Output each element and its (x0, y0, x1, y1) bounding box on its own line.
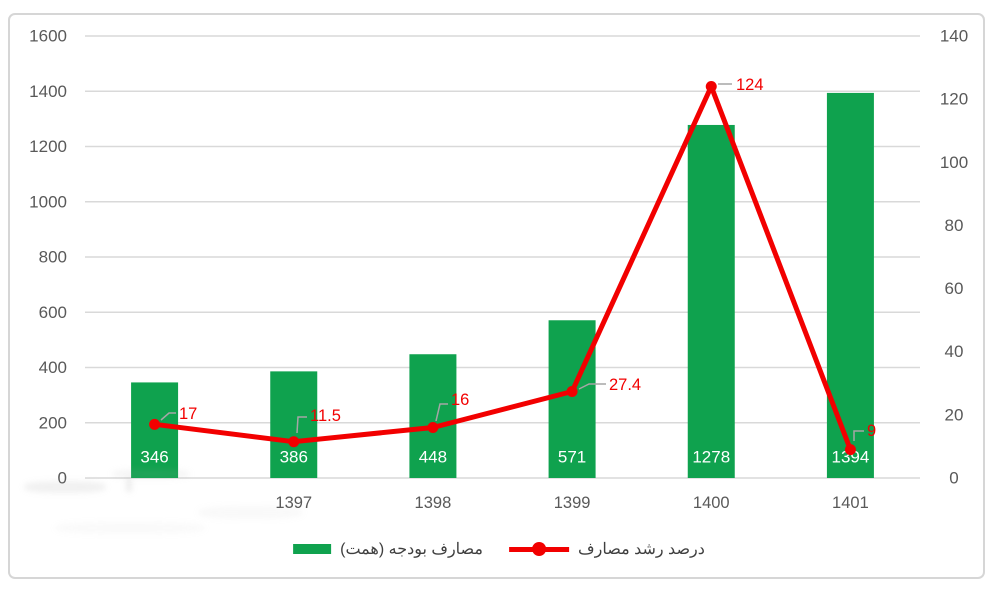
line-point-marker (566, 385, 578, 397)
erased-label-smudge (198, 506, 303, 519)
data-label-leader-line (435, 403, 448, 422)
left-axis-tick-label: 0 (58, 469, 67, 488)
right-axis-tick-label: 80 (945, 216, 964, 235)
line-point-marker (705, 81, 717, 93)
bar-data-label: 386 (280, 448, 308, 467)
left-axis-tick-label: 800 (39, 248, 67, 267)
right-axis-tick-label: 40 (945, 342, 964, 361)
bar (826, 92, 874, 478)
data-label-leader-line (160, 412, 176, 421)
erased-label-smudge (55, 522, 205, 534)
line-data-label: 17 (179, 405, 197, 423)
data-label-leader-line (296, 416, 307, 434)
line-point-marker (844, 444, 856, 456)
erased-label-smudge (112, 469, 190, 479)
right-axis-tick-label: 20 (945, 405, 964, 424)
bar (270, 371, 318, 478)
bar-data-label: 1394 (832, 448, 870, 467)
bar-series-label: مصارف بودجه (همت) (340, 541, 483, 558)
x-axis-category-label: 1398 (415, 494, 452, 512)
legend-item-bar-series: مصارف بودجه (همت) (293, 539, 483, 559)
line-point-marker (427, 421, 439, 433)
right-axis-tick-label: 120 (940, 90, 968, 109)
left-axis-tick-label: 200 (39, 413, 67, 432)
erased-label-smudge (24, 481, 106, 493)
growth-line (152, 84, 853, 453)
bar (687, 124, 735, 478)
left-axis-tick-label: 1000 (29, 192, 67, 211)
bar (131, 382, 179, 478)
bar-data-label: 448 (419, 448, 447, 467)
bar-series-swatch-icon (293, 544, 332, 554)
line-data-label: 9 (867, 422, 876, 440)
x-axis-category-label: 1399 (554, 494, 591, 512)
erased-label-smudge (126, 478, 132, 492)
bar (548, 320, 596, 478)
line-series-marker-icon (509, 541, 569, 557)
right-axis-tick-label: 140 (940, 27, 968, 46)
right-axis-tick-label: 0 (949, 469, 958, 488)
line-point-marker (288, 436, 300, 448)
line-series-label: درصد رشد مصارف (578, 541, 705, 558)
left-axis-tick-label: 400 (39, 358, 67, 377)
line-data-label: 16 (451, 391, 469, 409)
legend-item-line-series: درصد رشد مصارف (509, 539, 705, 559)
chart-outer-border (8, 13, 985, 579)
right-axis-tick-label: 100 (940, 153, 968, 172)
line-data-label: 27.4 (609, 376, 641, 394)
right-axis-tick-label: 60 (945, 279, 964, 298)
line-data-label: 11.5 (310, 407, 341, 425)
bar (409, 354, 457, 478)
left-axis-tick-label: 1400 (29, 82, 67, 101)
line-point-marker (149, 418, 161, 430)
bar-data-label: 571 (558, 448, 586, 467)
data-label-leader-line (853, 430, 864, 441)
x-axis-category-label: 1397 (275, 494, 312, 512)
chart-legend: مصارف بودجه (همت) درصد رشد مصارف (293, 539, 705, 559)
left-axis-tick-label: 1600 (29, 27, 67, 46)
x-axis-category-label: 1401 (832, 494, 869, 512)
left-axis-tick-label: 1200 (29, 137, 67, 156)
x-axis-category-label: 1400 (693, 494, 730, 512)
bar-data-label: 1278 (692, 448, 730, 467)
left-axis-tick-label: 600 (39, 303, 67, 322)
line-data-label: 124 (736, 76, 764, 94)
data-label-leader-line (578, 383, 606, 390)
bar-data-label: 346 (140, 448, 168, 467)
